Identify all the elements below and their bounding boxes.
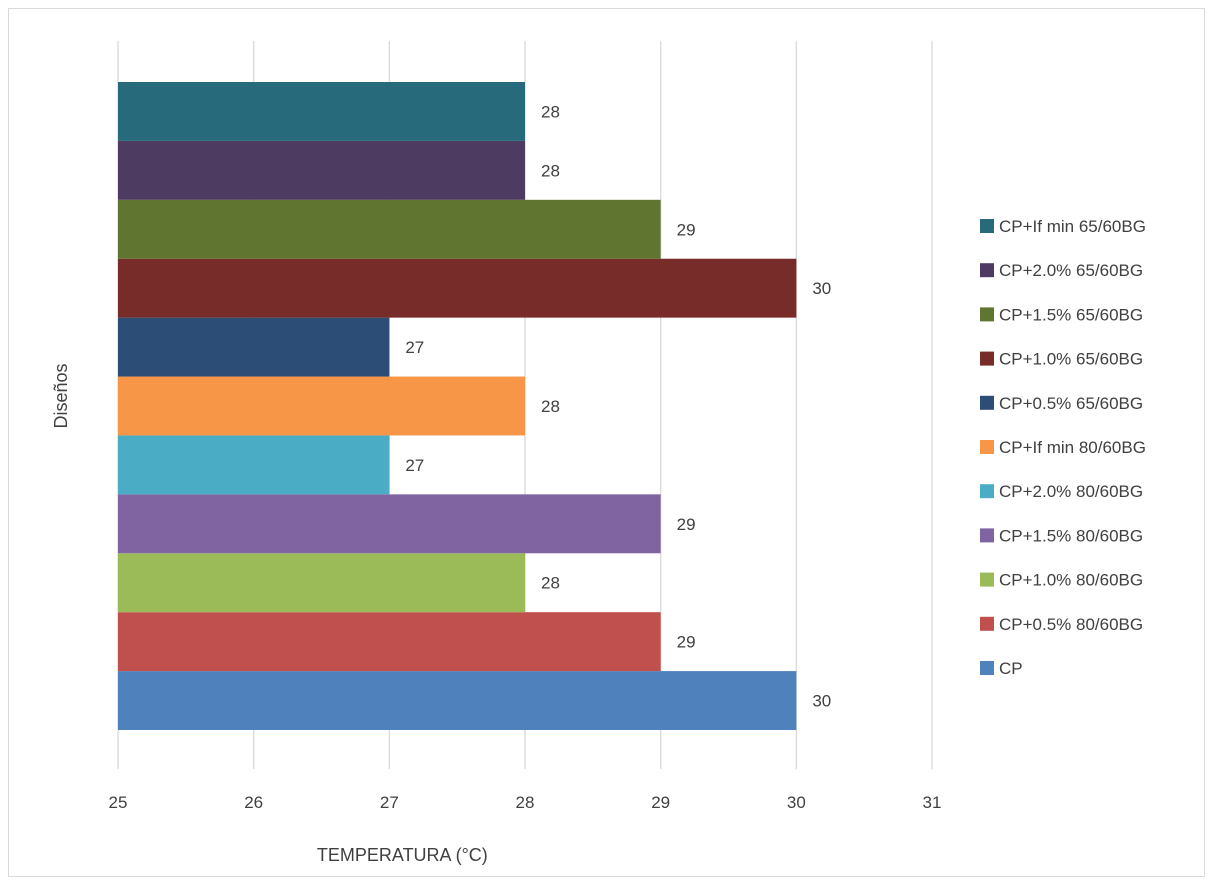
- data-label: 28: [541, 574, 560, 593]
- bar-10: [118, 140, 525, 200]
- data-label: 28: [541, 102, 560, 121]
- data-label: 27: [405, 338, 424, 357]
- legend-label: CP+1.5% 80/60BG: [999, 526, 1143, 545]
- legend: CP+If min 65/60BG CP+2.0% 65/60BG CP+1.5% …: [980, 217, 1146, 678]
- legend-label: CP+2.0% 65/60BG: [999, 261, 1143, 280]
- legend-swatch: [980, 395, 994, 410]
- legend-swatch: [980, 616, 994, 631]
- chart-svg: 30 29 28 29 27 28 27 30 29 28 28 25 26 27 28 29 30 31 TE…: [51, 41, 1146, 865]
- bar-1: [118, 671, 797, 730]
- legend-label: CP+If min 80/60BG: [999, 438, 1146, 457]
- legend-label: CP+If min 65/60BG: [999, 217, 1146, 236]
- legend-label: CP: [999, 659, 1023, 678]
- x-tick-label: 31: [923, 793, 942, 812]
- legend-swatch: [980, 440, 994, 454]
- x-tick-label: 26: [244, 793, 263, 812]
- legend-label: CP+1.0% 80/60BG: [999, 571, 1143, 590]
- data-label: 28: [541, 161, 560, 180]
- x-tick-label: 28: [516, 793, 535, 812]
- bar-5: [118, 435, 390, 495]
- x-axis-title: TEMPERATURA (°C): [317, 845, 488, 865]
- legend-label: CP+2.0% 80/60BG: [999, 482, 1143, 501]
- bar-9: [118, 199, 661, 259]
- x-tick-labels: 25 26 27 28 29 30 31: [109, 793, 942, 812]
- bar-6: [118, 376, 525, 436]
- bars: [118, 82, 797, 730]
- x-tick-label: 30: [787, 793, 806, 812]
- legend-swatch: [980, 661, 994, 675]
- x-tick-label: 27: [380, 793, 399, 812]
- legend-label: CP+1.5% 65/60BG: [999, 305, 1143, 324]
- y-axis-title: Diseños: [51, 363, 71, 428]
- data-label: 27: [405, 456, 424, 475]
- x-tick-label: 29: [651, 793, 670, 812]
- chart-frame: 30 29 28 29 27 28 27 30 29 28 28 25 26 27 28 29 30 31 TE…: [8, 8, 1205, 877]
- bar-3: [118, 553, 525, 613]
- legend-label: CP+1.0% 65/60BG: [999, 350, 1143, 369]
- data-label: 28: [541, 397, 560, 416]
- data-label: 30: [812, 279, 831, 298]
- bar-2: [118, 612, 661, 672]
- bar-4: [118, 494, 661, 554]
- x-tick-label: 25: [109, 793, 128, 812]
- legend-swatch: [980, 219, 994, 233]
- data-label: 29: [677, 515, 696, 534]
- legend-swatch: [980, 263, 994, 278]
- bar-7: [118, 317, 390, 377]
- legend-swatch: [980, 307, 994, 322]
- legend-swatch: [980, 572, 994, 587]
- bar-8: [118, 258, 797, 318]
- data-label: 29: [677, 220, 696, 239]
- data-label: 29: [677, 633, 696, 652]
- legend-swatch: [980, 484, 994, 499]
- legend-swatch: [980, 528, 994, 543]
- legend-label: CP+0.5% 65/60BG: [999, 394, 1143, 413]
- bar-11: [118, 82, 525, 141]
- legend-label: CP+0.5% 80/60BG: [999, 615, 1143, 634]
- data-label: 30: [812, 692, 831, 711]
- legend-swatch: [980, 351, 994, 366]
- data-labels: 30 29 28 29 27 28 27 30 29 28 28: [405, 102, 831, 710]
